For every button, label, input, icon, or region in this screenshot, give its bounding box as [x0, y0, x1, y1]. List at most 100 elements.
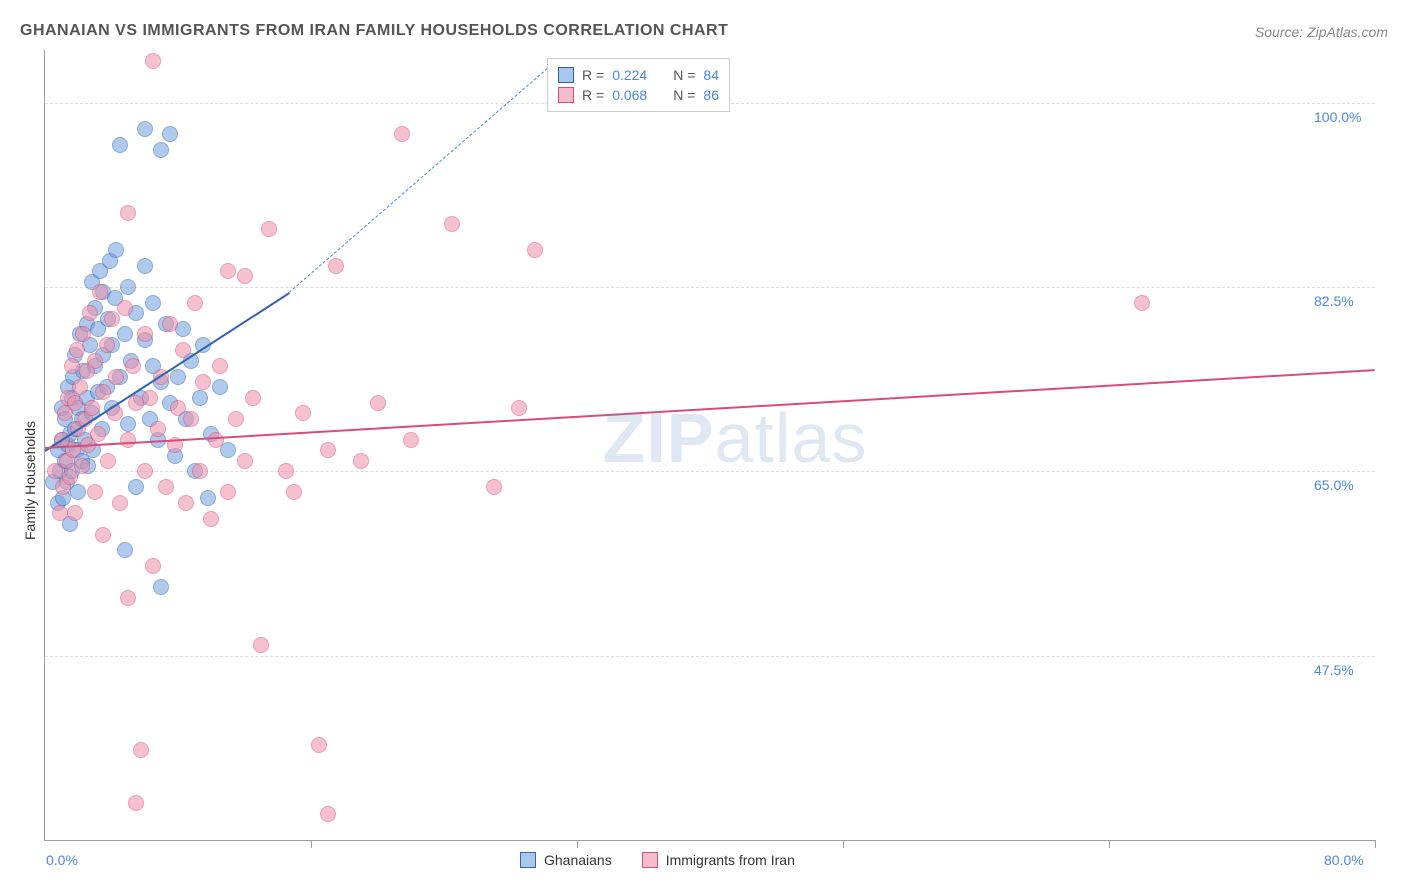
series-legend: Ghanaians Immigrants from Iran	[520, 852, 795, 868]
data-point	[120, 590, 136, 606]
legend-n-label: N =	[673, 67, 695, 83]
legend-row: R = 0.224 N = 84	[558, 65, 719, 85]
correlation-legend: R =0.224N =84R =0.068N =86	[547, 58, 730, 112]
legend-swatch	[520, 852, 536, 868]
x-tick	[577, 840, 578, 848]
data-point	[137, 258, 153, 274]
legend-item: Ghanaians	[520, 852, 612, 868]
data-point	[108, 242, 124, 258]
data-point	[162, 316, 178, 332]
trend-line	[45, 369, 1375, 449]
scatter-chart	[44, 50, 1375, 841]
y-tick-label: 82.5%	[1314, 293, 1354, 309]
data-point	[104, 311, 120, 327]
x-axis-max-label: 80.0%	[1324, 852, 1364, 868]
data-point	[527, 242, 543, 258]
data-point	[133, 742, 149, 758]
legend-swatch	[558, 67, 574, 83]
data-point	[128, 479, 144, 495]
legend-row: R =0.068N =86	[558, 85, 719, 105]
data-point	[353, 453, 369, 469]
data-point	[69, 342, 85, 358]
legend-r-label: R =	[582, 67, 604, 83]
data-point	[120, 416, 136, 432]
data-point	[178, 495, 194, 511]
data-point	[394, 126, 410, 142]
data-point	[295, 405, 311, 421]
data-point	[245, 390, 261, 406]
data-point	[67, 505, 83, 521]
data-point	[511, 400, 527, 416]
data-point	[145, 558, 161, 574]
data-point	[112, 495, 128, 511]
legend-item: Immigrants from Iran	[642, 852, 795, 868]
data-point	[212, 379, 228, 395]
data-point	[192, 463, 208, 479]
y-tick-label: 100.0%	[1314, 109, 1361, 125]
data-point	[145, 295, 161, 311]
data-point	[117, 542, 133, 558]
data-point	[183, 411, 199, 427]
data-point	[142, 390, 158, 406]
legend-r-value: 0.224	[612, 67, 647, 83]
legend-swatch	[642, 852, 658, 868]
data-point	[120, 279, 136, 295]
x-tick	[311, 840, 312, 848]
legend-label: Ghanaians	[544, 852, 612, 868]
data-point	[1134, 295, 1150, 311]
data-point	[187, 295, 203, 311]
data-point	[64, 358, 80, 374]
x-tick	[843, 840, 844, 848]
legend-r-label: R =	[582, 87, 604, 103]
data-point	[108, 369, 124, 385]
data-point	[253, 637, 269, 653]
chart-title: GHANAIAN VS IMMIGRANTS FROM IRAN FAMILY …	[20, 22, 728, 40]
data-point	[137, 463, 153, 479]
data-point	[100, 453, 116, 469]
data-point	[84, 400, 100, 416]
data-point	[203, 511, 219, 527]
data-point	[153, 579, 169, 595]
legend-label: Immigrants from Iran	[666, 852, 795, 868]
x-axis-min-label: 0.0%	[46, 852, 78, 868]
data-point	[128, 795, 144, 811]
data-point	[117, 326, 133, 342]
data-point	[120, 432, 136, 448]
data-point	[112, 137, 128, 153]
grid-line	[45, 287, 1375, 288]
data-point	[95, 527, 111, 543]
data-point	[70, 484, 86, 500]
data-point	[153, 142, 169, 158]
data-point	[90, 426, 106, 442]
data-point	[403, 432, 419, 448]
legend-n-value: 84	[703, 67, 719, 83]
data-point	[125, 358, 141, 374]
data-point	[237, 268, 253, 284]
data-point	[444, 216, 460, 232]
data-point	[228, 411, 244, 427]
grid-line	[45, 471, 1375, 472]
data-point	[82, 305, 98, 321]
data-point	[320, 806, 336, 822]
data-point	[200, 490, 216, 506]
data-point	[162, 126, 178, 142]
data-point	[145, 53, 161, 69]
y-tick-label: 47.5%	[1314, 662, 1354, 678]
data-point	[370, 395, 386, 411]
data-point	[158, 479, 174, 495]
data-point	[311, 737, 327, 753]
data-point	[87, 484, 103, 500]
x-tick	[1375, 840, 1376, 848]
data-point	[74, 458, 90, 474]
data-point	[278, 463, 294, 479]
data-point	[195, 374, 211, 390]
data-point	[220, 484, 236, 500]
data-point	[208, 432, 224, 448]
y-tick-label: 65.0%	[1314, 477, 1354, 493]
data-point	[212, 358, 228, 374]
data-point	[120, 205, 136, 221]
legend-swatch	[558, 87, 574, 103]
y-axis-label: Family Households	[22, 421, 38, 540]
data-point	[137, 121, 153, 137]
legend-r-value: 0.068	[612, 87, 647, 103]
